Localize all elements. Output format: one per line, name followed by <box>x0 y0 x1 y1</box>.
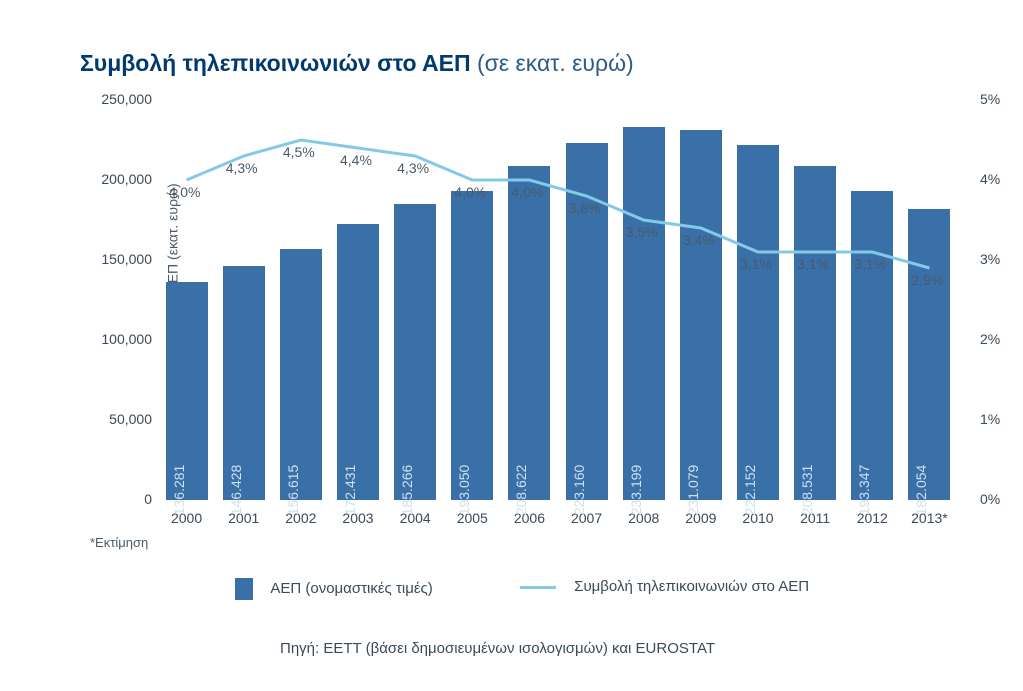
source-text: Πηγή: ΕΕΤΤ (βάσει δημοσιευμένων ισολογισ… <box>280 640 715 657</box>
footnote: *Εκτίμηση <box>90 535 148 550</box>
line-data-label: 4,0% <box>169 184 201 200</box>
line-data-label: 3,1% <box>797 256 829 272</box>
legend-line-label: Συμβολή τηλεπικοινωνιών στο ΑΕΠ <box>574 578 809 595</box>
x-tick: 2005 <box>447 510 497 526</box>
chart-container: Συμβολή τηλεπικοινωνιών στο ΑΕΠ (σε εκατ… <box>0 0 1023 691</box>
y-left-tick: 100,000 <box>32 331 152 347</box>
line-data-label: 3,1% <box>740 256 772 272</box>
y-left-tick: 50,000 <box>32 411 152 427</box>
y-right-tick: 5% <box>980 91 1000 107</box>
line-data-label: 4,3% <box>397 160 429 176</box>
y-right-tick: 4% <box>980 171 1000 187</box>
line-data-label: 4,4% <box>340 152 372 168</box>
legend-line: Συμβολή τηλεπικοινωνιών στο ΑΕΠ <box>520 578 809 595</box>
line-data-label: 2,9% <box>911 272 943 288</box>
y-left-tick: 200,000 <box>32 171 152 187</box>
line-data-label: 3,4% <box>683 232 715 248</box>
chart-title-bold: Συμβολή τηλεπικοινωνιών στο ΑΕΠ <box>80 50 471 76</box>
line-data-label: 4,0% <box>511 184 543 200</box>
y-right-tick: 2% <box>980 331 1000 347</box>
x-tick: 2004 <box>390 510 440 526</box>
line-data-label: 4,0% <box>454 184 486 200</box>
x-tick: 2010 <box>733 510 783 526</box>
x-tick: 2003 <box>333 510 383 526</box>
chart-title-light: (σε εκατ. ευρώ) <box>477 50 634 76</box>
x-tick: 2012 <box>847 510 897 526</box>
line-data-label: 4,5% <box>283 144 315 160</box>
y-left-tick: 250,000 <box>32 91 152 107</box>
y-left-tick: 150,000 <box>32 251 152 267</box>
plot-area: 136.281146.428156.615172.431185.266193.0… <box>158 100 958 500</box>
y-right-tick: 3% <box>980 251 1000 267</box>
chart-title: Συμβολή τηλεπικοινωνιών στο ΑΕΠ (σε εκατ… <box>80 50 634 77</box>
x-tick: 2013* <box>904 510 954 526</box>
line-data-label: 3,1% <box>854 256 886 272</box>
legend-bar-label: ΑΕΠ (ονομαστικές τιμές) <box>270 580 432 597</box>
line-data-label: 3,8% <box>569 200 601 216</box>
line-data-label: 4,3% <box>226 160 258 176</box>
x-tick: 2011 <box>790 510 840 526</box>
y-right-tick: 0% <box>980 491 1000 507</box>
line-overlay <box>158 100 958 500</box>
legend-bar: ΑΕΠ (ονομαστικές τιμές) <box>235 578 433 600</box>
legend-bar-swatch <box>235 578 253 600</box>
x-tick: 2006 <box>504 510 554 526</box>
legend-line-swatch <box>520 586 556 589</box>
y-left-tick: 0 <box>32 491 152 507</box>
y-right-tick: 1% <box>980 411 1000 427</box>
line-data-label: 3,5% <box>626 224 658 240</box>
